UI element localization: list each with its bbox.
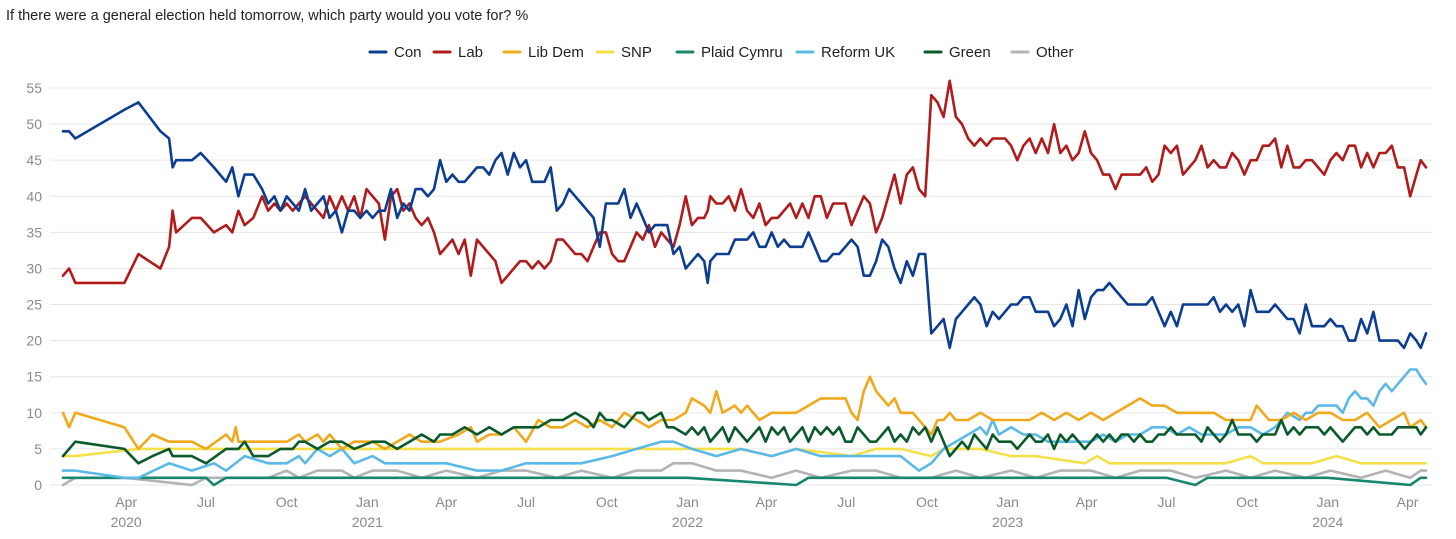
legend-label: Other: [1036, 44, 1074, 61]
legend-label: Reform UK: [821, 44, 895, 61]
x-tick-label: Jan: [996, 494, 1019, 510]
series-line-con[interactable]: [63, 102, 1426, 348]
legend-item-snp[interactable]: SNP: [597, 44, 652, 61]
legend-item-reform-uk[interactable]: Reform UK: [797, 44, 895, 61]
x-tick-label: Oct: [1236, 494, 1258, 510]
x-tick-label: Jan: [356, 494, 379, 510]
legend-label: Lab: [458, 44, 483, 61]
y-tick-label: 0: [34, 477, 42, 493]
x-tick-year-label: 2021: [352, 514, 383, 530]
x-tick-label: Jul: [1157, 494, 1175, 510]
legend-item-plaid-cymru[interactable]: Plaid Cymru: [677, 44, 783, 61]
y-axis-ticks: 0 5 10 15 20 25 30 35 40 45 50 55: [26, 80, 42, 493]
series-lines: [63, 81, 1426, 485]
legend-label: Plaid Cymru: [701, 44, 783, 61]
series-line-green[interactable]: [63, 413, 1426, 464]
x-tick-label: Oct: [596, 494, 618, 510]
legend-label: SNP: [621, 44, 652, 61]
x-tick-label: Apr: [1397, 494, 1419, 510]
y-tick-label: 40: [26, 188, 42, 204]
y-tick-label: 55: [26, 80, 42, 96]
chart-title: If there were a general election held to…: [6, 8, 528, 24]
legend: Con Lab Lib Dem SNP Plaid Cymru Reform UK Gree…: [370, 44, 1074, 61]
x-tick-year-label: 2020: [111, 514, 142, 530]
legend-item-green[interactable]: Green: [925, 44, 991, 61]
x-tick-label: Oct: [916, 494, 938, 510]
y-tick-label: 15: [26, 369, 42, 385]
legend-label: Green: [949, 44, 991, 61]
y-tick-label: 30: [26, 260, 42, 276]
legend-item-lab[interactable]: Lab: [434, 44, 483, 61]
series-line-plaid-cymru[interactable]: [63, 478, 1426, 485]
y-tick-label: 5: [34, 441, 42, 457]
legend-item-lib-dem[interactable]: Lib Dem: [504, 44, 584, 61]
y-tick-label: 45: [26, 152, 42, 168]
x-tick-year-label: 2022: [672, 514, 703, 530]
x-tick-year-label: 2023: [992, 514, 1023, 530]
x-tick-label: Apr: [1076, 494, 1098, 510]
y-tick-label: 50: [26, 116, 42, 132]
y-tick-label: 25: [26, 297, 42, 313]
series-line-reform-uk[interactable]: [63, 370, 1426, 478]
line-chart: If there were a general election held to…: [0, 0, 1456, 539]
x-tick-label: Apr: [115, 494, 137, 510]
y-tick-label: 10: [26, 405, 42, 421]
legend-label: Con: [394, 44, 422, 61]
x-tick-label: Jul: [837, 494, 855, 510]
x-tick-year-label: 2024: [1312, 514, 1343, 530]
x-tick-label: Jan: [1316, 494, 1339, 510]
x-tick-label: Apr: [435, 494, 457, 510]
y-tick-label: 35: [26, 224, 42, 240]
x-tick-label: Jan: [676, 494, 699, 510]
legend-item-other[interactable]: Other: [1012, 44, 1074, 61]
legend-label: Lib Dem: [528, 44, 584, 61]
gridlines: [50, 88, 1432, 485]
x-axis-ticks: Apr 2020 Jul Oct Jan 2021 Apr Jul Oct Jan 2022 Apr J…: [111, 494, 1419, 530]
x-tick-label: Oct: [276, 494, 298, 510]
x-tick-label: Jul: [517, 494, 535, 510]
legend-item-con[interactable]: Con: [370, 44, 422, 61]
chart-root: If there were a general election held to…: [0, 0, 1456, 539]
series-line-lab[interactable]: [63, 81, 1426, 283]
y-tick-label: 20: [26, 333, 42, 349]
x-tick-label: Apr: [756, 494, 778, 510]
x-tick-label: Jul: [197, 494, 215, 510]
